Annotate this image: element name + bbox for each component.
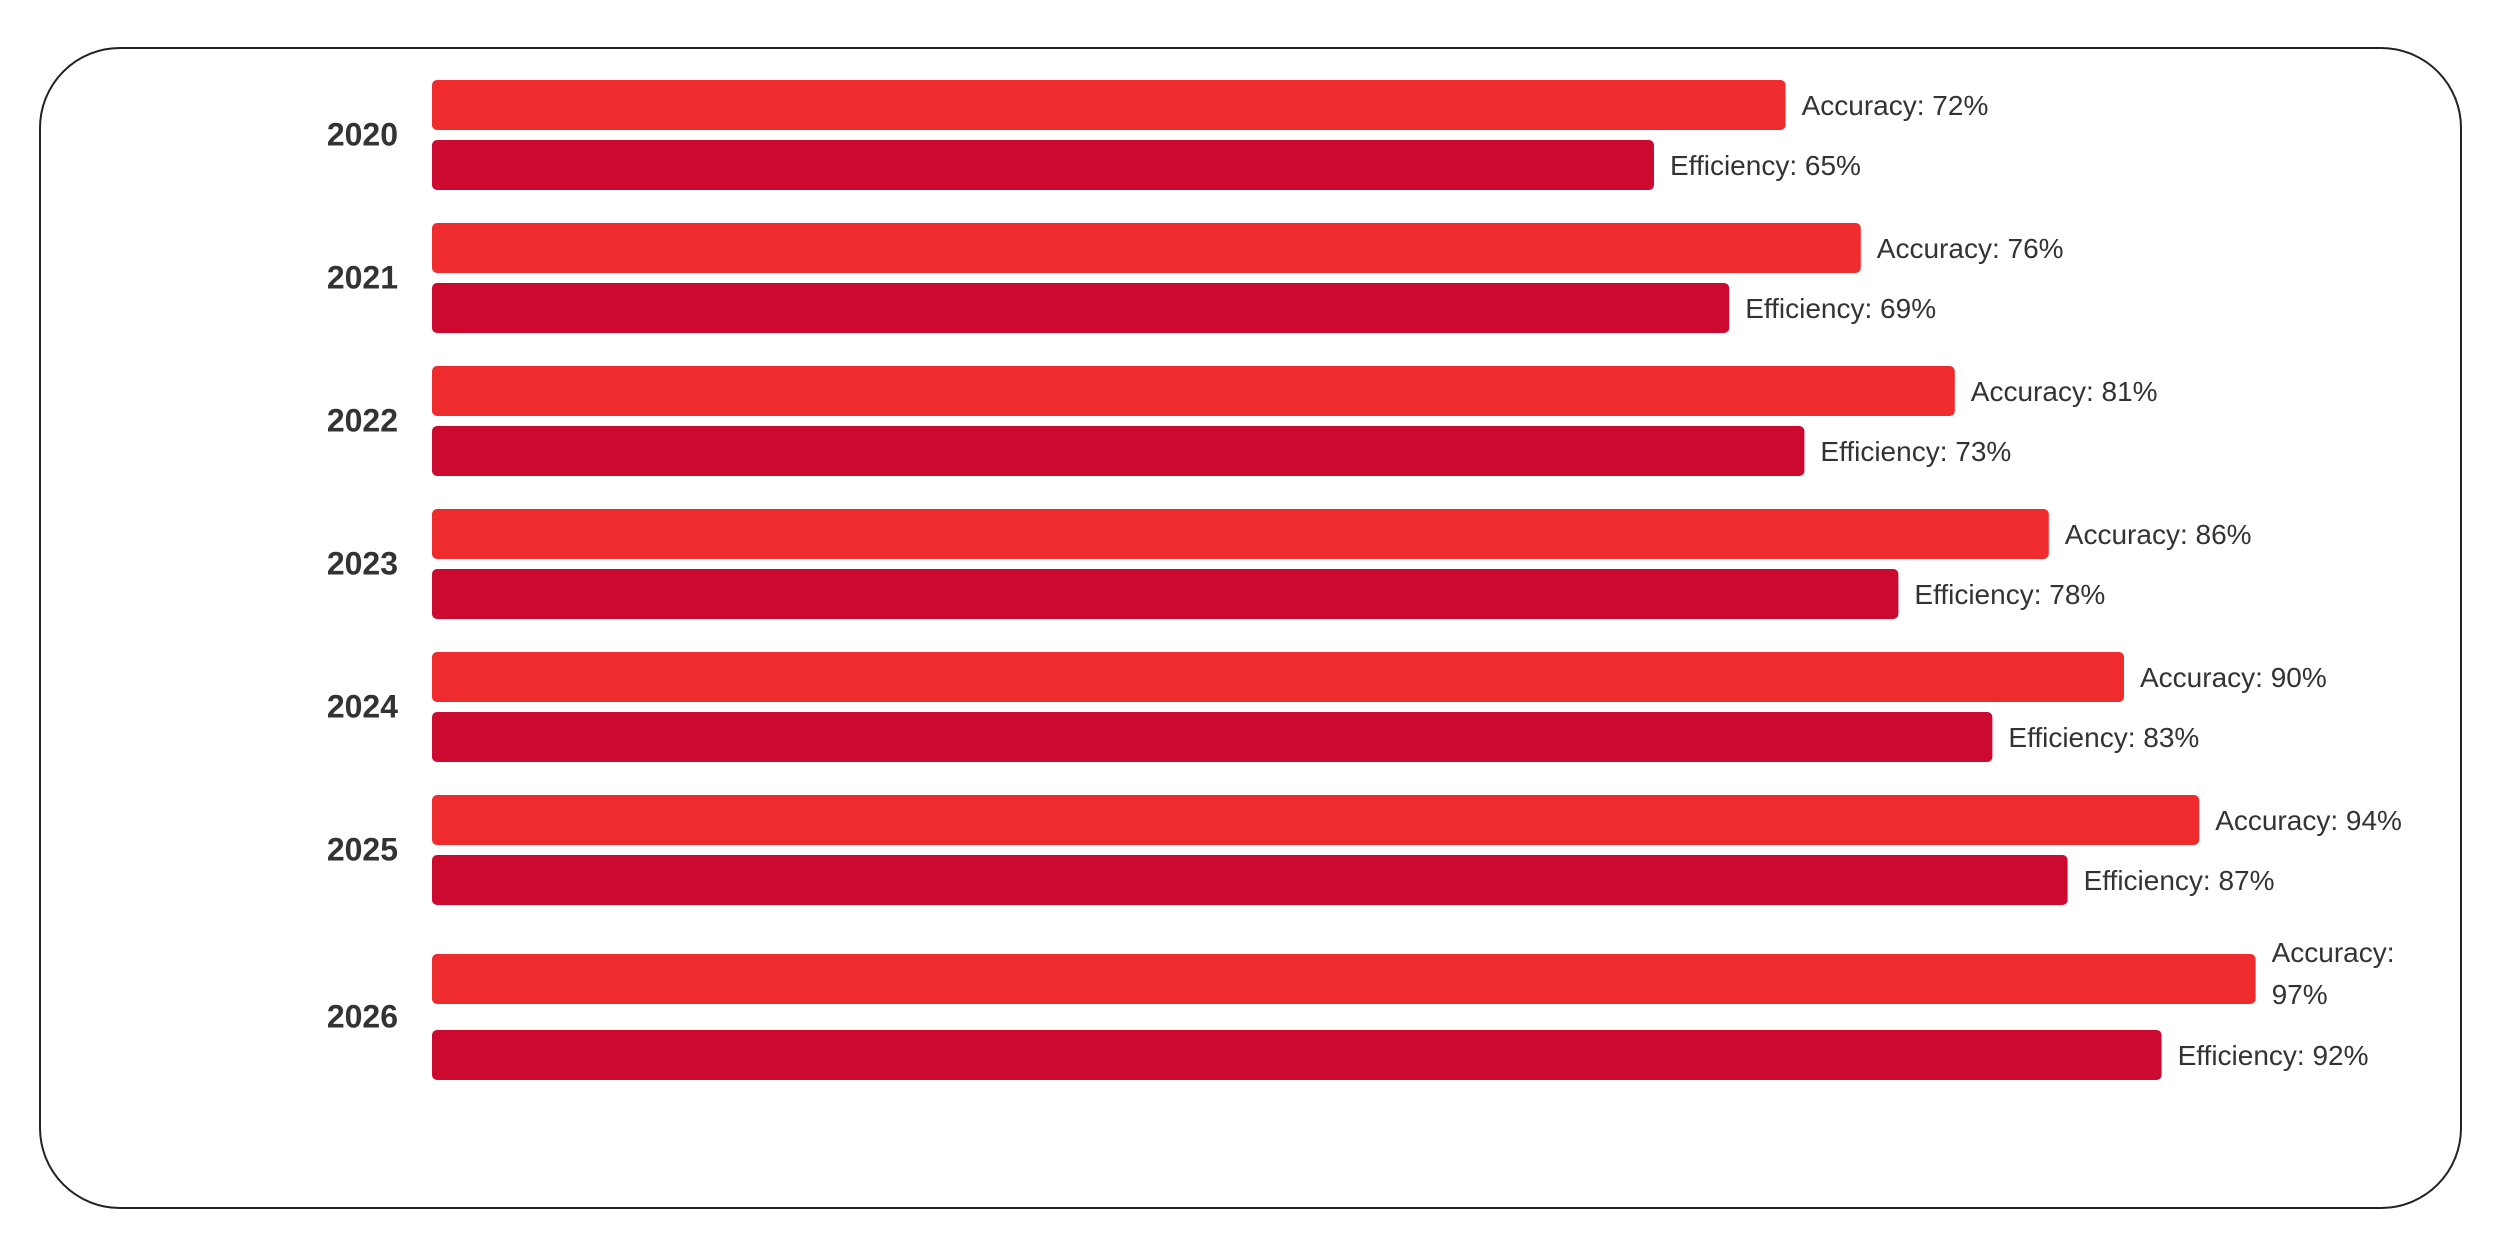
bar [432,283,1730,333]
bar [432,712,1993,762]
bar [432,795,2200,845]
category-label: 2026 [327,998,398,1034]
value-label: Efficiency: 69% [1745,293,1936,324]
bar [432,426,1805,476]
value-label: Efficiency: 87% [2084,865,2275,896]
value-label: Efficiency: 78% [1914,579,2105,610]
bar [432,140,1654,190]
bar [432,509,2049,559]
value-label: Accuracy: 90% [2140,662,2327,693]
value-label: Accuracy: 97% [2272,937,2395,1010]
value-label: Efficiency: 73% [1820,436,2011,467]
category-label: 2020 [327,116,398,152]
value-label: Efficiency: 83% [2008,722,2199,753]
bar [432,569,1899,619]
value-label: Efficiency: 65% [1670,150,1861,181]
value-label: Efficiency: 92% [2178,1040,2369,1071]
category-label: 2021 [327,259,398,295]
bar [432,855,2068,905]
value-label: Accuracy: 86% [2065,519,2252,550]
category-label: 2025 [327,831,398,867]
bar [432,954,2256,1004]
category-label: 2024 [327,688,398,724]
card-frame [39,47,2462,1209]
value-label: Accuracy: 72% [1802,90,1989,121]
bar [432,366,1955,416]
bar [432,80,1786,130]
value-label: Accuracy: 76% [1877,233,2064,264]
bar [432,1030,2162,1080]
bar [432,223,1861,273]
category-label: 2022 [327,402,398,438]
category-label: 2023 [327,545,398,581]
value-label: Accuracy: 94% [2215,805,2402,836]
value-label: Accuracy: 81% [1971,376,2158,407]
bar [432,652,2124,702]
